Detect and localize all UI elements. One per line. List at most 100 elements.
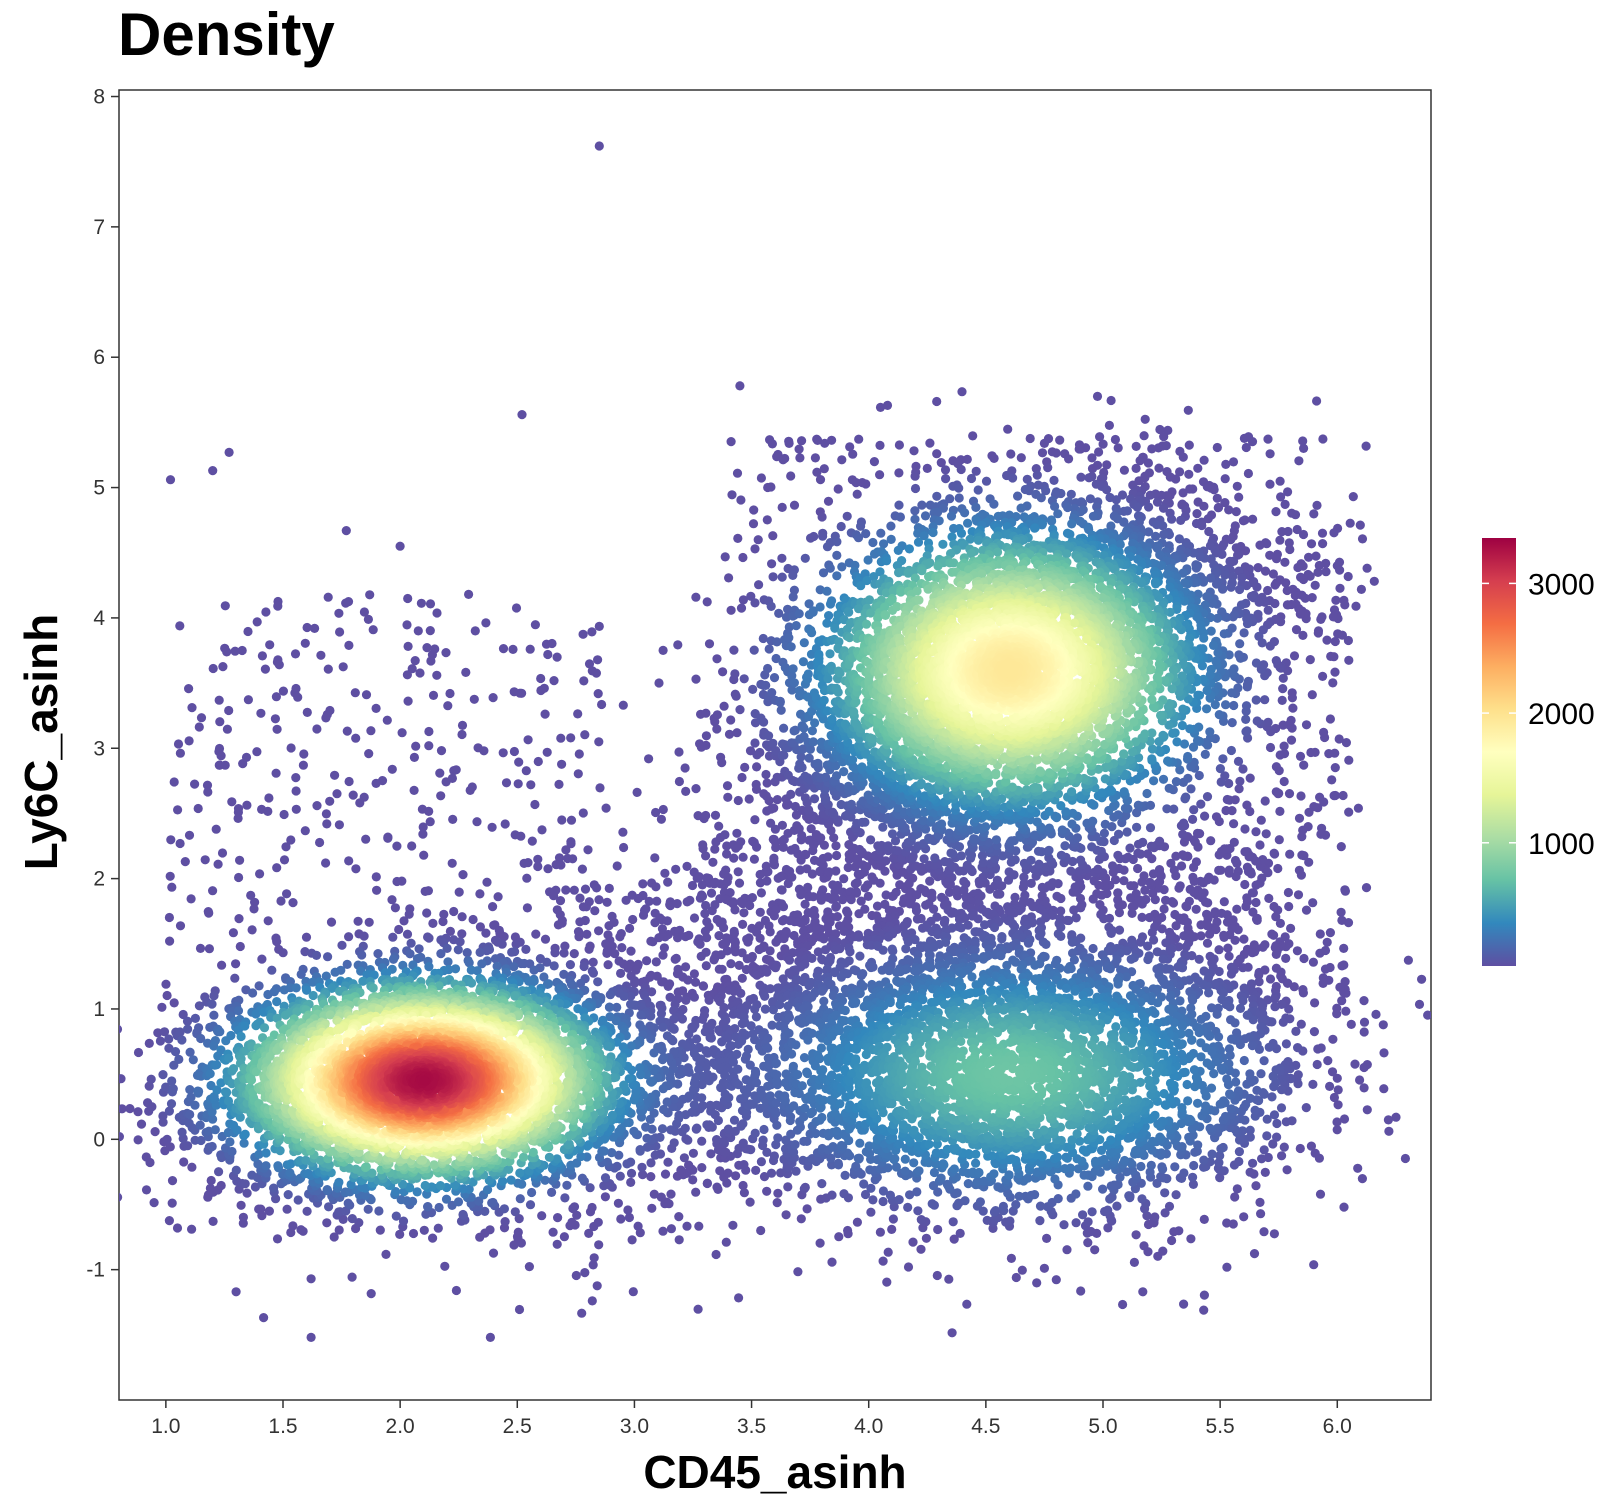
data-point	[1158, 1246, 1168, 1256]
data-point	[1280, 557, 1290, 567]
data-point	[1098, 1184, 1108, 1194]
data-point	[815, 475, 826, 485]
data-point	[626, 1177, 636, 1187]
data-point	[416, 598, 426, 608]
data-point	[165, 871, 175, 881]
data-point	[1114, 829, 1124, 839]
data-point	[673, 640, 683, 650]
data-point	[755, 933, 765, 943]
data-point	[975, 1197, 986, 1207]
data-point	[669, 1138, 679, 1148]
data-point	[1202, 938, 1213, 948]
data-point	[96, 1093, 105, 1102]
data-point	[188, 1055, 198, 1065]
data-point	[1262, 1114, 1272, 1124]
data-point	[650, 853, 660, 863]
data-point	[278, 948, 288, 958]
data-point	[766, 1168, 777, 1178]
data-point	[878, 822, 888, 832]
data-point	[825, 563, 835, 573]
data-point	[425, 599, 436, 609]
data-point	[1087, 1207, 1097, 1217]
data-point	[1268, 569, 1278, 579]
data-point	[1248, 1158, 1258, 1168]
data-point	[722, 877, 732, 887]
data-point	[291, 773, 301, 783]
data-point	[646, 1034, 656, 1044]
data-point	[1333, 629, 1343, 639]
data-point	[1072, 833, 1082, 843]
data-point	[852, 877, 862, 888]
data-point	[1171, 851, 1181, 861]
data-point	[575, 893, 585, 903]
data-point	[625, 923, 635, 934]
data-point	[1277, 527, 1287, 537]
data-point	[765, 1091, 775, 1101]
data-point	[1336, 842, 1346, 852]
data-point	[240, 1179, 250, 1189]
data-point	[769, 911, 780, 921]
data-point	[372, 885, 382, 895]
data-point	[681, 962, 691, 972]
data-point	[281, 842, 291, 852]
data-point	[1084, 473, 1094, 483]
data-point	[908, 1237, 918, 1247]
data-point	[583, 845, 593, 855]
data-point	[800, 849, 810, 859]
data-point	[630, 978, 640, 988]
data-point	[482, 877, 492, 887]
data-point	[761, 680, 771, 691]
data-point	[1131, 1230, 1141, 1240]
data-point	[228, 928, 238, 938]
data-point	[1328, 678, 1338, 688]
data-point	[1233, 756, 1244, 767]
data-point	[622, 1159, 632, 1169]
data-point	[978, 954, 989, 964]
data-point	[165, 936, 175, 946]
data-point	[759, 717, 769, 727]
data-point	[739, 908, 749, 918]
data-point	[615, 932, 625, 942]
data-point	[588, 957, 598, 967]
data-point	[784, 633, 794, 643]
data-point	[1275, 918, 1285, 929]
data-point	[1179, 1299, 1189, 1309]
data-point	[440, 1261, 450, 1271]
data-point	[799, 723, 809, 733]
data-point	[807, 953, 817, 964]
data-point	[845, 947, 855, 957]
data-point	[697, 880, 708, 890]
data-point	[1229, 819, 1239, 829]
data-point	[1188, 872, 1198, 883]
data-point	[1270, 580, 1280, 590]
data-point	[1088, 943, 1098, 954]
data-point	[766, 818, 776, 828]
data-point	[727, 490, 737, 500]
data-point	[746, 1021, 756, 1031]
data-point	[424, 933, 434, 943]
data-point	[1099, 828, 1109, 838]
data-point	[424, 726, 434, 737]
data-point	[1321, 567, 1331, 577]
data-point	[1231, 871, 1241, 882]
data-point	[1199, 455, 1209, 465]
data-point	[1297, 850, 1307, 860]
data-point	[893, 846, 903, 856]
data-point	[158, 1070, 168, 1080]
data-point	[1271, 762, 1281, 772]
data-point	[1265, 641, 1275, 651]
data-point	[1293, 890, 1304, 900]
data-point	[271, 768, 281, 778]
data-point	[736, 837, 746, 847]
data-point	[658, 1055, 668, 1065]
data-point	[1221, 999, 1231, 1010]
data-point	[500, 819, 510, 829]
data-point	[770, 963, 781, 973]
data-point	[436, 791, 446, 801]
data-point	[1335, 583, 1345, 593]
data-point	[855, 844, 865, 855]
data-point	[100, 1081, 109, 1090]
data-point	[1500, 1080, 1509, 1089]
data-point	[1157, 1162, 1167, 1172]
